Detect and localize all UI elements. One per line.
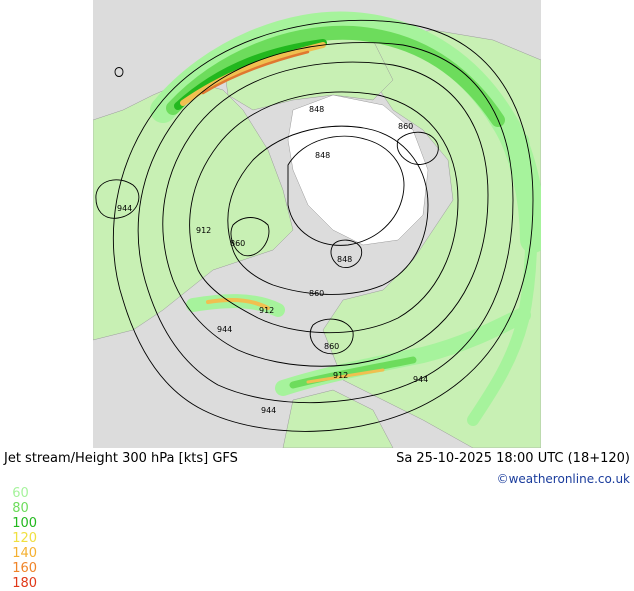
contour-label: 848 [309,105,324,114]
contour-inner-1 [227,125,429,295]
legend-value-160: 160 [12,561,38,576]
map-title: Jet stream/Height 300 hPa [kts] GFS [4,451,238,466]
contour-mid-1 [162,61,489,367]
contour-outer-2 [137,42,514,404]
contour-outer-1 [112,19,534,432]
legend-value-140: 140 [12,546,38,561]
legend-value-80: 80 [12,501,29,516]
contour-label: 944 [261,406,276,415]
contour-inner-4 [330,239,363,268]
jet-band-east [467,134,538,426]
contour-label: 860 [398,122,413,131]
contour-inner-5 [309,318,354,355]
legend-value-180: 180 [12,576,38,591]
contour-label: 860 [324,342,339,351]
speed-legend: 60 80 100 120 140 160 180 [4,471,41,591]
contour-left-loop [95,179,140,219]
height-contours [95,19,534,432]
contour-inner-2 [287,135,405,246]
jet-core-peak [201,50,310,95]
contour-label: 860 [309,289,324,298]
credit-link[interactable]: ©weatheronline.co.uk [496,472,630,486]
contour-small-circle [114,67,124,77]
contour-label: 848 [337,255,352,264]
jet-band-south-core [206,298,270,310]
jet-band-eurasia-mid [289,356,417,389]
contour-label: 912 [196,226,211,235]
jet-core-max [180,42,326,106]
contour-label: 860 [230,239,245,248]
land-masses [93,29,541,448]
contour-label: 944 [413,375,428,384]
land-eurasia [322,29,541,448]
contour-label: 944 [217,325,232,334]
land-africa [282,389,394,448]
contour-right-loop [396,131,439,165]
jet-band-eurasia-core [306,368,385,384]
legend-value-100: 100 [12,516,38,531]
arctic-ice [287,94,429,246]
contour-label-group: 848 848 848 860 860 860 860 912 912 912 … [117,105,428,415]
contour-label: 912 [259,306,274,315]
valid-time: Sa 25-10-2025 18:00 UTC (18+120) [396,451,630,466]
contour-label: 848 [315,151,330,160]
legend-value-120: 120 [12,531,38,546]
jet-band-mid [166,25,505,127]
contour-label: 944 [117,204,132,213]
contour-mid-2 [189,91,459,334]
contour-label: 912 [333,371,348,380]
jet-stream-bands [150,11,541,426]
legend-value-60: 60 [12,486,29,501]
map-svg: 848 848 848 860 860 860 860 912 912 912 … [93,0,541,448]
jet-stream-map: 848 848 848 860 860 860 860 912 912 912 … [93,0,541,448]
contour-inner-3 [230,217,270,257]
